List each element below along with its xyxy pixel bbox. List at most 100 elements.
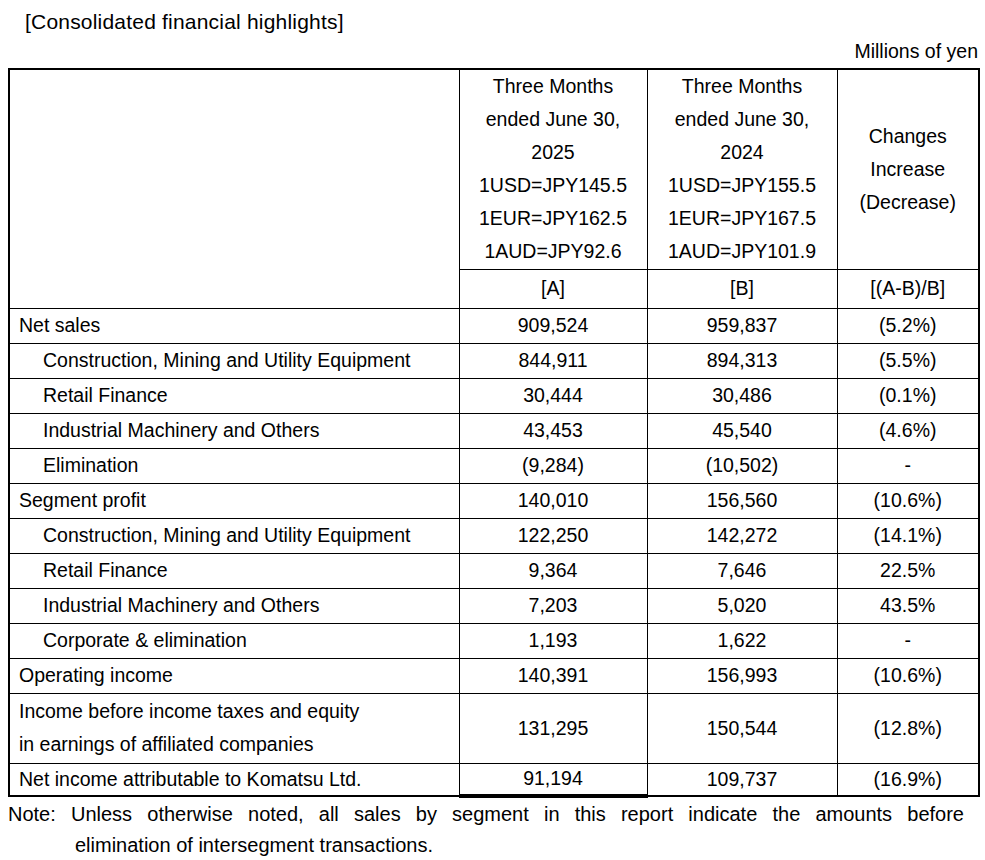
text-line: in earnings of affiliated companies [19, 728, 459, 761]
cell-change: (14.1%) [837, 518, 979, 553]
cell-a: 30,444 [459, 378, 647, 413]
row-label: Income before income taxes and equityin … [9, 693, 459, 763]
changes-header-text: ChangesIncrease(Decrease) [838, 120, 979, 219]
row-label: Segment profit [9, 483, 459, 518]
column-header-changes: ChangesIncrease(Decrease) [837, 69, 979, 269]
text-line: Income before income taxes and equity [19, 695, 459, 728]
cell-a: 7,203 [459, 588, 647, 623]
cell-change: - [837, 623, 979, 658]
cell-a: 1,193 [459, 623, 647, 658]
row-label: Elimination [9, 448, 459, 483]
table-header: Three Monthsended June 30,20251USD=JPY14… [9, 69, 979, 308]
cell-b: 156,560 [647, 483, 837, 518]
cell-a: 844,911 [459, 343, 647, 378]
cell-change: (5.2%) [837, 308, 979, 343]
cell-b: 5,020 [647, 588, 837, 623]
text-line: Three Months [460, 70, 647, 103]
text-line: 1AUD=JPY92.6 [460, 235, 647, 268]
cell-b: 150,544 [647, 693, 837, 763]
cell-b: 156,993 [647, 658, 837, 693]
cell-change: 22.5% [837, 553, 979, 588]
cell-b: 109,737 [647, 763, 837, 796]
cell-change: 43.5% [837, 588, 979, 623]
cell-a: 131,295 [459, 693, 647, 763]
text-line: ended June 30, [460, 103, 647, 136]
report-page: { "page": { "title": "[Consolidated fina… [0, 0, 985, 860]
text-line: 2024 [648, 136, 837, 169]
text-line: 1EUR=JPY167.5 [648, 202, 837, 235]
text-line: 1USD=JPY145.5 [460, 169, 647, 202]
table-row: Segment profit 140,010 156,560 (10.6%) [9, 483, 979, 518]
column-tag-a: [A] [459, 269, 647, 308]
cell-change: (4.6%) [837, 413, 979, 448]
table-row: Retail Finance 9,364 7,646 22.5% [9, 553, 979, 588]
cell-change: - [837, 448, 979, 483]
unit-of-measure-label: Millions of yen [0, 40, 978, 63]
cell-change: (12.8%) [837, 693, 979, 763]
footnote-line-2: elimination of intersegment transactions… [75, 831, 964, 859]
cell-b: 7,646 [647, 553, 837, 588]
text-line: Three Months [648, 70, 837, 103]
cell-a: (9,284) [459, 448, 647, 483]
row-label: Construction, Mining and Utility Equipme… [9, 343, 459, 378]
cell-b: 894,313 [647, 343, 837, 378]
cell-b: 30,486 [647, 378, 837, 413]
table-row: Corporate & elimination 1,193 1,622 - [9, 623, 979, 658]
cell-b: (10,502) [647, 448, 837, 483]
text-line: Changes [838, 120, 979, 153]
text-line: (Decrease) [838, 186, 979, 219]
period-header-row: Three Monthsended June 30,20251USD=JPY14… [9, 69, 979, 269]
column-tag-formula: [(A-B)/B] [837, 269, 979, 308]
cell-a: 9,364 [459, 553, 647, 588]
table-row: Income before income taxes and equityin … [9, 693, 979, 763]
page-title: [Consolidated financial highlights] [25, 10, 344, 34]
row-label: Net income attributable to Komatsu Ltd. [9, 763, 459, 796]
table-row: Net income attributable to Komatsu Ltd. … [9, 763, 979, 796]
text-line: Increase [838, 153, 979, 186]
footnote-line-1: Note: Unless otherwise noted, all sales … [8, 800, 964, 828]
cell-a: 909,524 [459, 308, 647, 343]
row-label-text: Income before income taxes and equityin … [19, 695, 459, 761]
cell-a: 91,194 [459, 763, 647, 796]
row-label: Retail Finance [9, 553, 459, 588]
footnote: Note: Unless otherwise noted, all sales … [8, 800, 964, 859]
period-2025-header-text: Three Monthsended June 30,20251USD=JPY14… [460, 70, 647, 268]
row-label: Retail Finance [9, 378, 459, 413]
text-line: ended June 30, [648, 103, 837, 136]
cell-change: (10.6%) [837, 483, 979, 518]
table-row: Retail Finance 30,444 30,486 (0.1%) [9, 378, 979, 413]
cell-b: 45,540 [647, 413, 837, 448]
cell-change: (0.1%) [837, 378, 979, 413]
cell-change: (16.9%) [837, 763, 979, 796]
table-row: Construction, Mining and Utility Equipme… [9, 518, 979, 553]
row-label: Construction, Mining and Utility Equipme… [9, 518, 459, 553]
table-row: Elimination (9,284) (10,502) - [9, 448, 979, 483]
row-label: Corporate & elimination [9, 623, 459, 658]
cell-b: 959,837 [647, 308, 837, 343]
table-row: Operating income 140,391 156,993 (10.6%) [9, 658, 979, 693]
text-line: 1USD=JPY155.5 [648, 169, 837, 202]
cell-b: 142,272 [647, 518, 837, 553]
row-label: Operating income [9, 658, 459, 693]
text-line: 1EUR=JPY162.5 [460, 202, 647, 235]
cell-a: 140,391 [459, 658, 647, 693]
row-label: Industrial Machinery and Others [9, 413, 459, 448]
cell-a: 122,250 [459, 518, 647, 553]
row-label: Net sales [9, 308, 459, 343]
cell-b: 1,622 [647, 623, 837, 658]
table-row: Net sales 909,524 959,837 (5.2%) [9, 308, 979, 343]
table-row: Industrial Machinery and Others 7,203 5,… [9, 588, 979, 623]
table-row: Construction, Mining and Utility Equipme… [9, 343, 979, 378]
financial-highlights-table: Three Monthsended June 30,20251USD=JPY14… [8, 68, 980, 798]
column-header-period-2024: Three Monthsended June 30,20241USD=JPY15… [647, 69, 837, 269]
period-2024-header-text: Three Monthsended June 30,20241USD=JPY15… [648, 70, 837, 268]
cell-a: 140,010 [459, 483, 647, 518]
row-label-header-cell [9, 69, 459, 308]
row-label: Industrial Machinery and Others [9, 588, 459, 623]
cell-change: (10.6%) [837, 658, 979, 693]
cell-change: (5.5%) [837, 343, 979, 378]
cell-a: 43,453 [459, 413, 647, 448]
column-tag-b: [B] [647, 269, 837, 308]
text-line: 1AUD=JPY101.9 [648, 235, 837, 268]
table-row: Industrial Machinery and Others 43,453 4… [9, 413, 979, 448]
